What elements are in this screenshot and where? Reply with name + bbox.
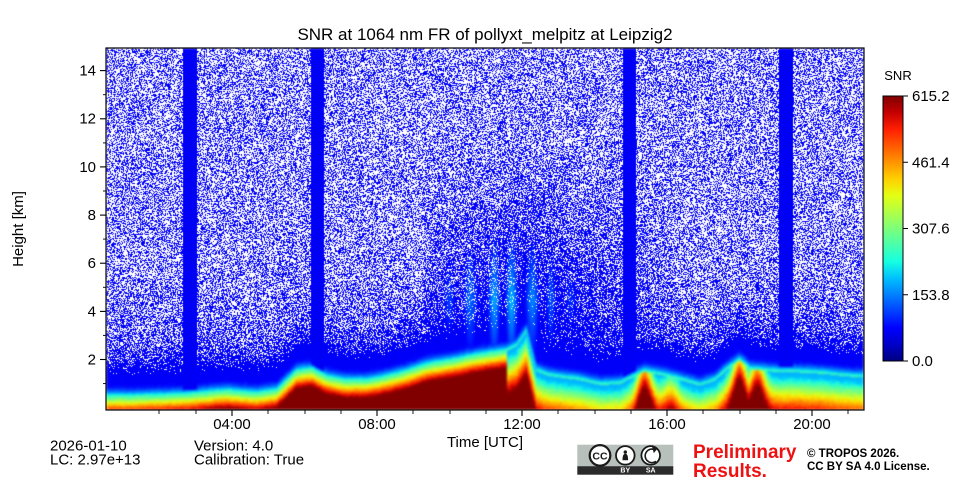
svg-text:12:00: 12:00 — [503, 416, 541, 433]
svg-text:16:00: 16:00 — [648, 416, 686, 433]
svg-text:Time [UTC]: Time [UTC] — [447, 434, 523, 451]
svg-text:14: 14 — [79, 63, 96, 80]
svg-text:LC: 2.97e+13: LC: 2.97e+13 — [50, 452, 141, 469]
svg-text:BY: BY — [620, 467, 630, 474]
svg-text:04:00: 04:00 — [213, 416, 251, 433]
svg-text:© TROPOS 2026.: © TROPOS 2026. — [807, 448, 899, 460]
svg-text:12: 12 — [79, 111, 96, 128]
svg-text:SNR at 1064 nm FR of pollyxt_m: SNR at 1064 nm FR of pollyxt_melpitz at … — [297, 25, 672, 44]
svg-text:SNR: SNR — [884, 68, 911, 83]
svg-text:CC BY SA 4.0 License.: CC BY SA 4.0 License. — [807, 461, 930, 473]
svg-text:CC: CC — [592, 451, 608, 463]
svg-text:615.2: 615.2 — [912, 88, 950, 105]
svg-text:10: 10 — [79, 159, 96, 176]
svg-text:Preliminary: Preliminary — [693, 442, 797, 463]
svg-text:307.6: 307.6 — [912, 221, 950, 238]
svg-text:Height [km]: Height [km] — [10, 191, 27, 267]
svg-text:461.4: 461.4 — [912, 154, 950, 171]
svg-text:6: 6 — [88, 255, 96, 272]
svg-text:Results.: Results. — [693, 461, 767, 480]
svg-text:SA: SA — [646, 467, 656, 474]
svg-text:0.0: 0.0 — [912, 353, 933, 370]
svg-text:20:00: 20:00 — [793, 416, 831, 433]
svg-text:4: 4 — [88, 303, 96, 320]
svg-text:2: 2 — [88, 351, 96, 368]
svg-text:153.8: 153.8 — [912, 287, 950, 304]
svg-text:Calibration: True: Calibration: True — [194, 452, 304, 469]
svg-text:08:00: 08:00 — [358, 416, 396, 433]
svg-text:8: 8 — [88, 207, 96, 224]
